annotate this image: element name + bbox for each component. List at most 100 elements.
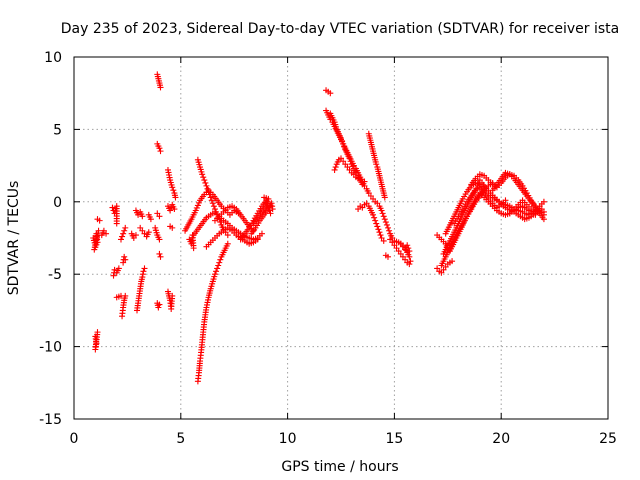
data-point bbox=[122, 292, 129, 299]
data-point bbox=[376, 229, 383, 236]
data-point bbox=[384, 224, 391, 231]
y-tick-label: -15 bbox=[39, 412, 62, 428]
data-point bbox=[377, 232, 384, 239]
data-point bbox=[207, 194, 214, 201]
data-point bbox=[202, 179, 209, 186]
data-point bbox=[120, 230, 127, 237]
x-tick-label: 25 bbox=[599, 431, 617, 447]
data-point bbox=[380, 237, 387, 244]
data-point bbox=[380, 213, 387, 220]
data-point bbox=[386, 227, 393, 234]
data-point bbox=[155, 304, 162, 311]
data-point bbox=[361, 178, 368, 185]
data-point bbox=[405, 245, 412, 252]
data-point bbox=[214, 265, 221, 272]
data-point bbox=[147, 216, 154, 223]
data-point bbox=[258, 230, 265, 237]
data-point bbox=[204, 185, 211, 192]
data-point bbox=[209, 200, 216, 207]
data-points bbox=[90, 71, 547, 385]
data-point bbox=[156, 236, 163, 243]
data-point bbox=[217, 256, 224, 263]
x-tick-label: 10 bbox=[279, 431, 297, 447]
data-point bbox=[375, 226, 382, 233]
data-point bbox=[103, 230, 110, 237]
data-point bbox=[217, 219, 224, 226]
x-tick-label: 5 bbox=[176, 431, 185, 447]
data-point bbox=[206, 191, 213, 198]
data-point bbox=[121, 253, 128, 260]
data-point bbox=[406, 253, 413, 260]
data-point bbox=[261, 194, 268, 201]
data-point bbox=[121, 227, 128, 234]
data-point bbox=[210, 203, 217, 210]
data-point bbox=[224, 240, 231, 247]
data-point bbox=[213, 268, 220, 275]
data-point bbox=[95, 227, 102, 234]
data-point bbox=[172, 194, 179, 201]
data-point bbox=[156, 250, 163, 257]
data-point bbox=[208, 197, 215, 204]
data-point bbox=[372, 217, 379, 224]
data-point bbox=[373, 161, 380, 168]
data-point bbox=[203, 182, 210, 189]
chart-title: Day 235 of 2023, Sidereal Day-to-day VTE… bbox=[61, 21, 619, 37]
x-axis-label: GPS time / hours bbox=[281, 459, 398, 475]
data-point bbox=[169, 292, 176, 299]
data-point bbox=[254, 236, 261, 243]
data-point bbox=[381, 216, 388, 223]
grid-lines bbox=[74, 57, 608, 419]
data-point bbox=[200, 174, 207, 181]
data-point bbox=[122, 256, 129, 263]
data-point bbox=[449, 258, 456, 265]
data-point bbox=[224, 232, 231, 239]
data-point bbox=[382, 219, 389, 226]
data-point bbox=[404, 242, 411, 249]
data-point bbox=[157, 253, 164, 260]
data-point bbox=[211, 271, 218, 278]
data-point bbox=[327, 90, 334, 97]
data-point bbox=[132, 232, 139, 239]
data-point bbox=[157, 84, 164, 91]
data-point bbox=[370, 211, 377, 218]
data-point bbox=[190, 245, 197, 252]
data-point bbox=[540, 216, 547, 223]
data-point bbox=[379, 210, 386, 217]
data-point bbox=[113, 220, 120, 227]
data-point bbox=[205, 188, 212, 195]
data-point bbox=[199, 171, 206, 178]
x-tick-label: 15 bbox=[385, 431, 403, 447]
data-point bbox=[201, 177, 208, 184]
data-point bbox=[373, 220, 380, 227]
data-point bbox=[141, 265, 148, 272]
data-point bbox=[170, 187, 177, 194]
data-point bbox=[407, 258, 414, 265]
y-tick-label: -10 bbox=[39, 340, 62, 356]
data-point bbox=[139, 213, 146, 220]
data-point bbox=[156, 145, 163, 152]
axis-ticks bbox=[73, 56, 609, 420]
data-point bbox=[109, 204, 116, 211]
data-point bbox=[169, 224, 176, 231]
data-point bbox=[406, 261, 413, 268]
data-point bbox=[169, 184, 176, 191]
data-point bbox=[347, 158, 354, 165]
data-point bbox=[156, 301, 163, 308]
data-point bbox=[383, 221, 390, 228]
data-point bbox=[122, 224, 129, 231]
x-tick-label: 0 bbox=[70, 431, 79, 447]
data-point bbox=[145, 229, 152, 236]
data-point bbox=[119, 233, 126, 240]
data-point bbox=[140, 268, 147, 275]
x-tick-label: 20 bbox=[492, 431, 510, 447]
data-point bbox=[157, 148, 164, 155]
data-point bbox=[381, 194, 388, 201]
data-point bbox=[215, 262, 222, 269]
data-point bbox=[374, 223, 381, 230]
data-point bbox=[540, 198, 547, 205]
y-tick-label: -5 bbox=[48, 267, 62, 283]
data-point bbox=[167, 207, 174, 214]
x-tick-labels: 0 5 10 15 20 25 bbox=[70, 431, 617, 447]
data-point bbox=[331, 166, 338, 173]
data-point bbox=[338, 135, 344, 142]
